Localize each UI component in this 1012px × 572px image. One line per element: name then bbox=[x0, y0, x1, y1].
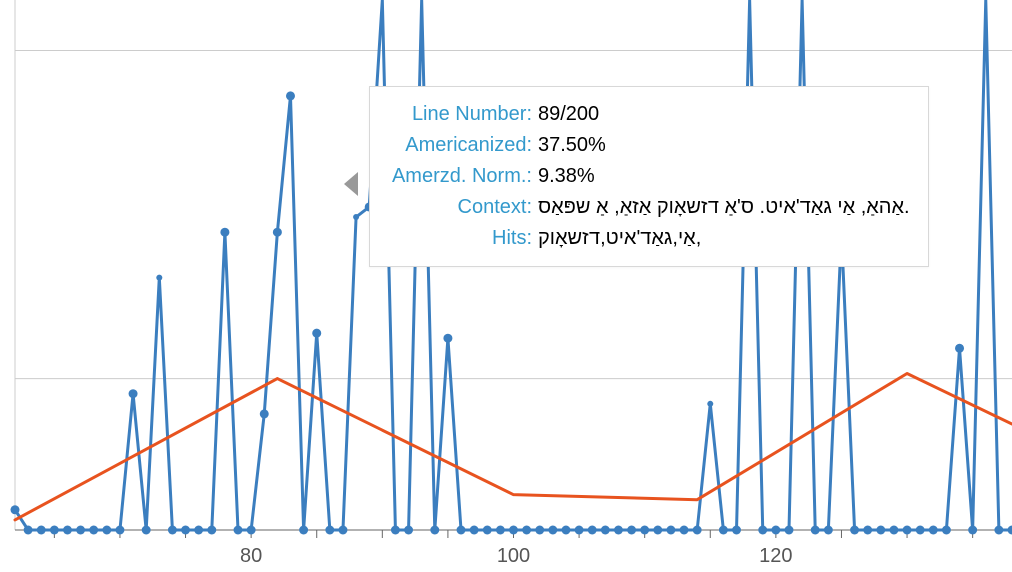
svg-text:80: 80 bbox=[240, 545, 262, 567]
tooltip-value: 9.38% bbox=[538, 161, 595, 192]
tooltip-value: 37.50% bbox=[538, 130, 606, 161]
tooltip-value: .אַהאַ, אַי גאַד'איט. ס'אַ דזשאָוק אַזאַ… bbox=[538, 192, 910, 223]
svg-text:100: 100 bbox=[497, 545, 530, 567]
tooltip-row-context: Context: .אַהאַ, אַי גאַד'איט. ס'אַ דזשא… bbox=[388, 192, 910, 223]
tooltip-row-amerzd-norm: Amerzd. Norm.: 9.38% bbox=[388, 161, 910, 192]
tooltip-label: Context: bbox=[388, 192, 538, 223]
tooltip-row-americanized: Americanized: 37.50% bbox=[388, 130, 910, 161]
chart-tooltip: Line Number: 89/200 Americanized: 37.50%… bbox=[369, 86, 929, 267]
tooltip-label: Amerzd. Norm.: bbox=[388, 161, 538, 192]
tooltip-value: ,אַי,גאַד'איט,דזשאָוק bbox=[538, 223, 701, 254]
tooltip-row-hits: Hits: ,אַי,גאַד'איט,דזשאָוק bbox=[388, 223, 910, 254]
svg-text:120: 120 bbox=[759, 545, 792, 567]
tooltip-row-line-number: Line Number: 89/200 bbox=[388, 99, 910, 130]
tooltip-arrow bbox=[344, 172, 358, 196]
tooltip-label: Line Number: bbox=[388, 99, 538, 130]
tooltip-label: Americanized: bbox=[388, 130, 538, 161]
tooltip-value: 89/200 bbox=[538, 99, 599, 130]
tooltip-label: Hits: bbox=[388, 223, 538, 254]
